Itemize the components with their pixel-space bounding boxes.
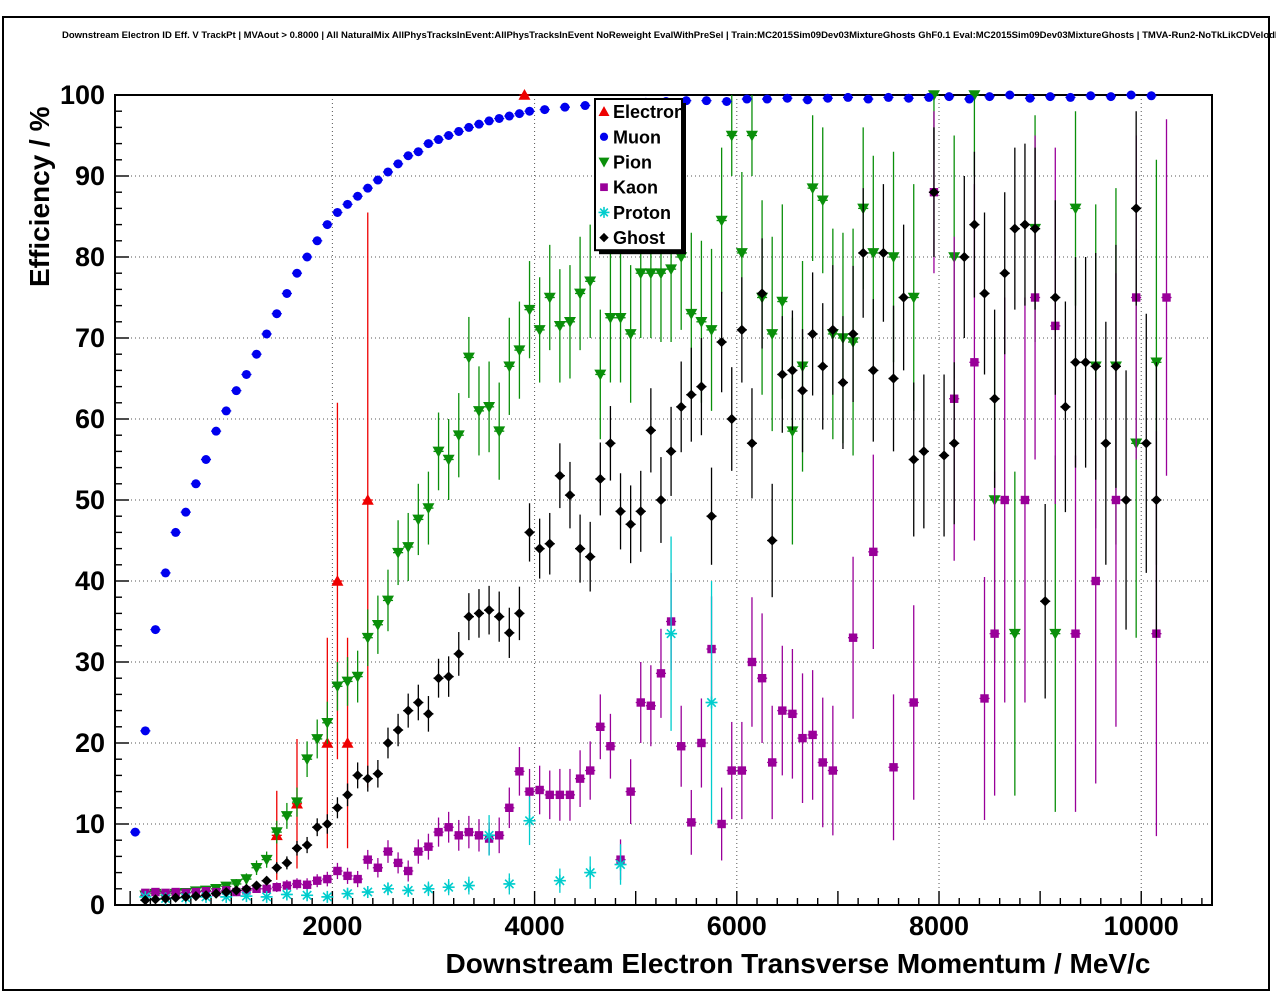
svg-text:2000: 2000 — [302, 911, 362, 941]
plot-title: Downstream Electron ID Eff. V TrackPt | … — [62, 30, 1276, 41]
legend: Electron Muon Pion Kaon Proton Ghost — [594, 98, 686, 255]
svg-text:80: 80 — [75, 242, 105, 272]
svg-text:8000: 8000 — [909, 911, 969, 941]
svg-text:4000: 4000 — [505, 911, 565, 941]
svg-text:30: 30 — [75, 647, 105, 677]
legend-label-kaon: Kaon — [613, 178, 658, 198]
svg-text:90: 90 — [75, 161, 105, 191]
svg-text:10000: 10000 — [1104, 911, 1179, 941]
legend-label-proton: Proton — [613, 203, 671, 223]
series-muon — [130, 90, 1157, 837]
legend-label-muon: Muon — [613, 127, 661, 147]
series-ghost — [140, 111, 1162, 906]
svg-text:10: 10 — [75, 809, 105, 839]
svg-text:60: 60 — [75, 404, 105, 434]
svg-text:40: 40 — [75, 566, 105, 596]
x-axis-title: Downstream Electron Transverse Momentum … — [445, 948, 1151, 979]
svg-text:100: 100 — [60, 80, 105, 110]
svg-text:0: 0 — [90, 890, 105, 920]
legend-label-electron: Electron — [613, 102, 685, 122]
legend-label-pion: Pion — [613, 153, 652, 173]
tick-labels: 2000 4000 6000 8000 10000 0 10 20 30 40 50 60 70 80 90… — [60, 80, 1179, 941]
legend-label-ghost: Ghost — [613, 228, 665, 248]
svg-text:20: 20 — [75, 728, 105, 758]
axis-ticks — [115, 94, 1203, 906]
series-electron — [270, 89, 531, 880]
svg-text:6000: 6000 — [707, 911, 767, 941]
svg-text:70: 70 — [75, 323, 105, 353]
svg-text:50: 50 — [75, 485, 105, 515]
